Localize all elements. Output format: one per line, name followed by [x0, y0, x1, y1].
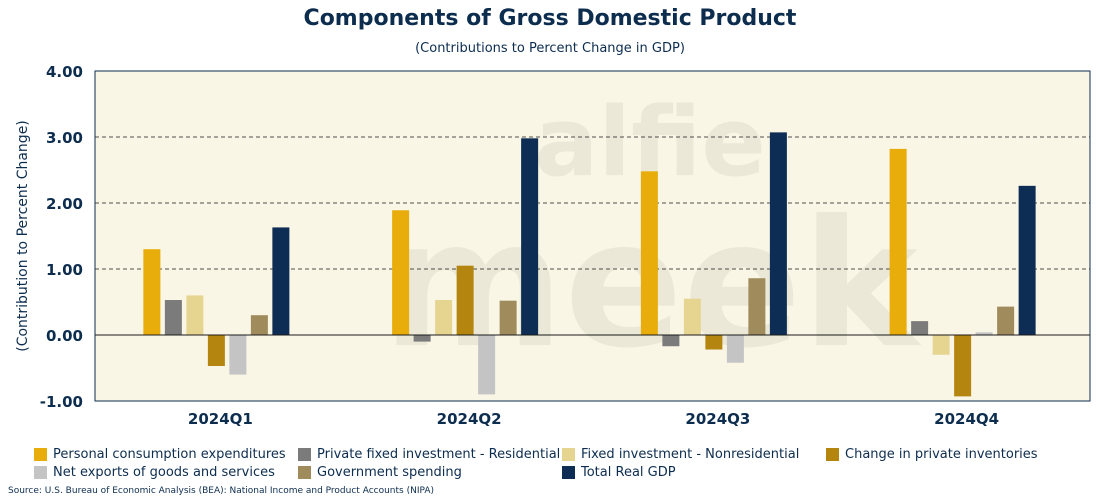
- bar: [975, 332, 993, 335]
- plot-border: [94, 70, 1091, 402]
- legend-swatch: [34, 448, 47, 461]
- legend-label: Change in private inventories: [845, 447, 1038, 462]
- legend-label: Total Real GDP: [581, 465, 676, 480]
- legend-swatch: [562, 448, 575, 461]
- legend-item: Net exports of goods and services: [34, 465, 275, 480]
- bar: [186, 295, 204, 335]
- bar: [889, 148, 907, 335]
- bar-chart: alfiemeek-1.000.001.002.003.004.00(Contr…: [15, 63, 1091, 428]
- bar: [413, 335, 431, 342]
- chart-legend: Personal consumption expenditures Private…: [34, 447, 1094, 483]
- bar: [392, 210, 410, 335]
- y-axis-label: (Contribution to Percent Change): [15, 120, 31, 352]
- legend-label: Government spending: [317, 465, 462, 480]
- bar: [911, 321, 929, 335]
- bar: [726, 335, 744, 363]
- bar: [456, 265, 474, 335]
- x-tick-label: 2024Q4: [934, 410, 999, 428]
- x-tick-label: 2024Q1: [188, 410, 253, 428]
- bar: [250, 315, 268, 335]
- legend-swatch: [562, 466, 575, 479]
- legend-item: Change in private inventories: [826, 447, 1038, 462]
- y-tick-label: 0.00: [46, 327, 83, 345]
- x-tick-label: 2024Q3: [685, 410, 750, 428]
- legend-label: Private fixed investment - Residential: [317, 447, 561, 462]
- legend-item: Total Real GDP: [562, 465, 676, 480]
- bar: [478, 335, 496, 395]
- y-tick-label: -1.00: [40, 393, 83, 411]
- y-tick-label: 4.00: [46, 63, 83, 81]
- plot-area: [95, 71, 1090, 401]
- bar: [705, 335, 723, 350]
- y-tick-label: 1.00: [46, 261, 83, 279]
- chart-title: Components of Gross Domestic Product: [303, 6, 797, 31]
- legend-label: Net exports of goods and services: [53, 465, 275, 480]
- legend-swatch: [34, 466, 47, 479]
- bar: [954, 335, 972, 397]
- legend-swatch: [298, 466, 311, 479]
- bar: [272, 227, 290, 335]
- bar: [499, 300, 517, 335]
- legend-item: Government spending: [298, 465, 462, 480]
- legend-swatch: [298, 448, 311, 461]
- legend-item: Personal consumption expenditures: [34, 447, 286, 462]
- bar: [1018, 185, 1036, 335]
- bar: [769, 132, 787, 335]
- bar: [164, 300, 182, 335]
- legend-swatch: [826, 448, 839, 461]
- bar: [640, 171, 658, 335]
- bar: [143, 249, 161, 335]
- bar: [207, 335, 225, 367]
- legend-item: Fixed investment - Nonresidential: [562, 447, 799, 462]
- chart-subtitle: (Contributions to Percent Change in GDP): [415, 41, 685, 56]
- bar: [932, 335, 950, 355]
- source-note: Source: U.S. Bureau of Economic Analysis…: [8, 486, 434, 496]
- y-tick-label: 2.00: [46, 195, 83, 213]
- legend-item: Private fixed investment - Residential: [298, 447, 560, 462]
- legend-label: Fixed investment - Nonresidential: [581, 447, 800, 462]
- x-tick-label: 2024Q2: [437, 410, 502, 428]
- y-tick-label: 3.00: [46, 129, 83, 147]
- bar: [683, 298, 701, 335]
- bar: [229, 335, 247, 375]
- bar: [521, 138, 539, 335]
- bar: [748, 278, 766, 335]
- bar: [662, 335, 680, 347]
- bar: [435, 300, 453, 335]
- bar: [997, 306, 1015, 335]
- legend-label: Personal consumption expenditures: [53, 447, 286, 462]
